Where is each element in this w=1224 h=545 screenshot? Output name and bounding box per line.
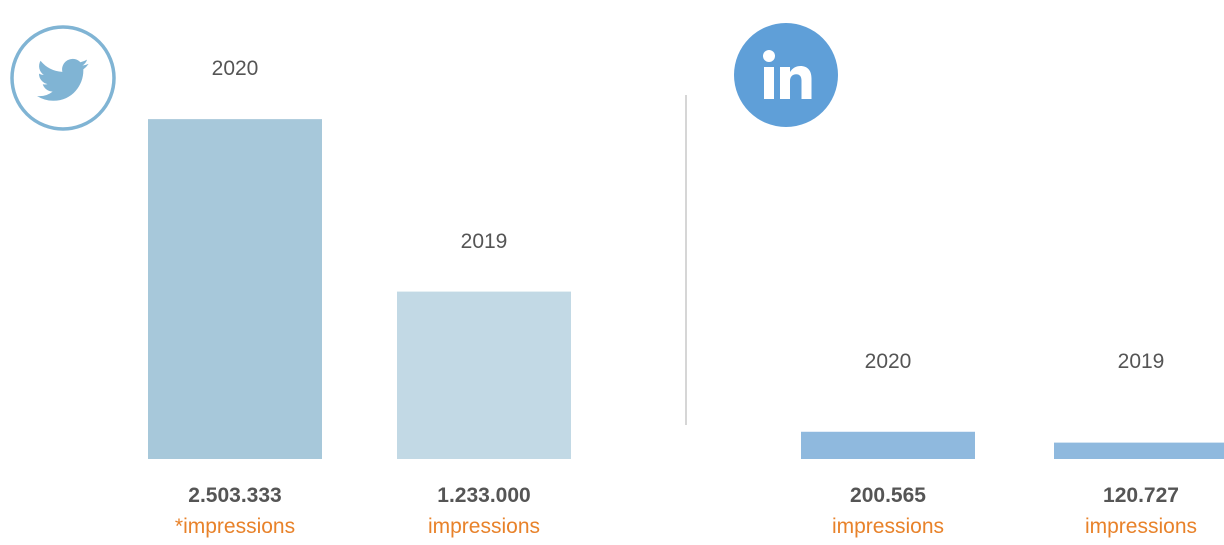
value-label: 200.565 (850, 484, 926, 507)
year-label: 2019 (1117, 350, 1165, 373)
value-label: 1.233.000 (437, 484, 531, 507)
year-label: 2020 (211, 57, 259, 81)
bar-linkedin-2019 (1054, 442, 1224, 459)
year-label: 2020 (864, 350, 912, 373)
unit-label: impressions (427, 515, 541, 538)
twitter-icon (10, 25, 116, 131)
value-label: 2.503.333 (188, 484, 282, 507)
unit-label: impressions (831, 515, 945, 538)
bar-twitter-2020 (148, 119, 322, 460)
unit-label: *impressions (174, 515, 296, 538)
bar-linkedin-2020 (801, 431, 975, 459)
value-label: 120.727 (1103, 484, 1179, 507)
year-label: 2019 (460, 229, 508, 253)
unit-label: impressions (1084, 515, 1198, 538)
bar-twitter-2019 (397, 291, 571, 459)
linkedin-icon (734, 23, 838, 127)
